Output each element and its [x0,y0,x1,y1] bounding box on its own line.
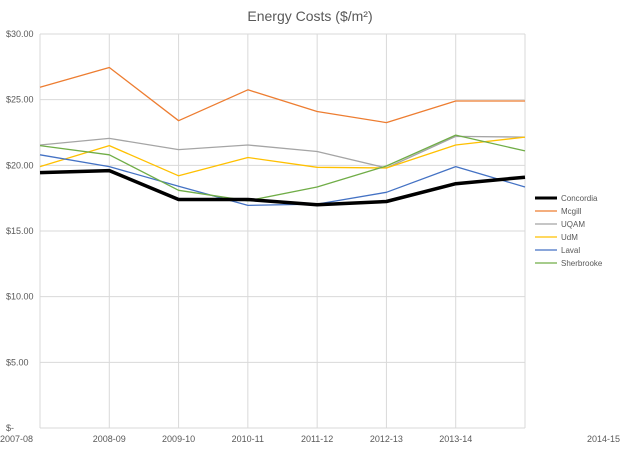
legend-label: Sherbrooke [561,259,603,268]
y-tick-label: $15.00 [6,226,34,236]
x-tick-label: 2012-13 [370,434,403,444]
x-tick-label: 2013-14 [439,434,472,444]
x-tick-label: 2010-11 [232,434,264,444]
legend-label: Mcgill [561,207,582,216]
series-line-udm [39,136,526,177]
series-line-uqam [39,135,526,169]
y-tick-label: $30.00 [6,29,34,39]
x-tick-label: 2008-09 [93,434,126,444]
series-line-laval [39,154,526,207]
y-tick-label: $25.00 [6,95,34,105]
x-tick-label: 2011-12 [301,434,333,444]
legend-label: Concordia [561,194,598,203]
legend-label: UdM [561,233,578,242]
legend-label: Laval [561,246,580,255]
series-line-concordia [39,168,526,207]
x-tick-label: 2014-15 [587,434,620,444]
series-line-mcgill [39,66,525,124]
x-tick-label: 2009-10 [162,434,195,444]
y-tick-label: $- [6,423,14,433]
y-axis-tick-labels: $- $5.00 $10.00 $15.00 $20.00 $25.00 $30.00 [6,29,34,433]
x-axis-tick-labels: 2007-08 2008-09 2009-10 2010-11 2011-12 2012-… [0,434,620,444]
series-line-sherbrooke [39,134,526,202]
chart-title: Energy Costs ($/m²) [247,8,372,24]
legend-label: UQAM [561,220,585,229]
y-tick-label: $10.00 [6,292,34,302]
series-lines [39,66,526,207]
legend: Concordia Mcgill UQAM UdM Laval Sherbrooke [535,194,603,268]
gridlines [39,33,526,429]
y-tick-label: $20.00 [6,160,34,170]
y-tick-label: $5.00 [6,357,29,367]
x-tick-label: 2007-08 [0,434,33,444]
